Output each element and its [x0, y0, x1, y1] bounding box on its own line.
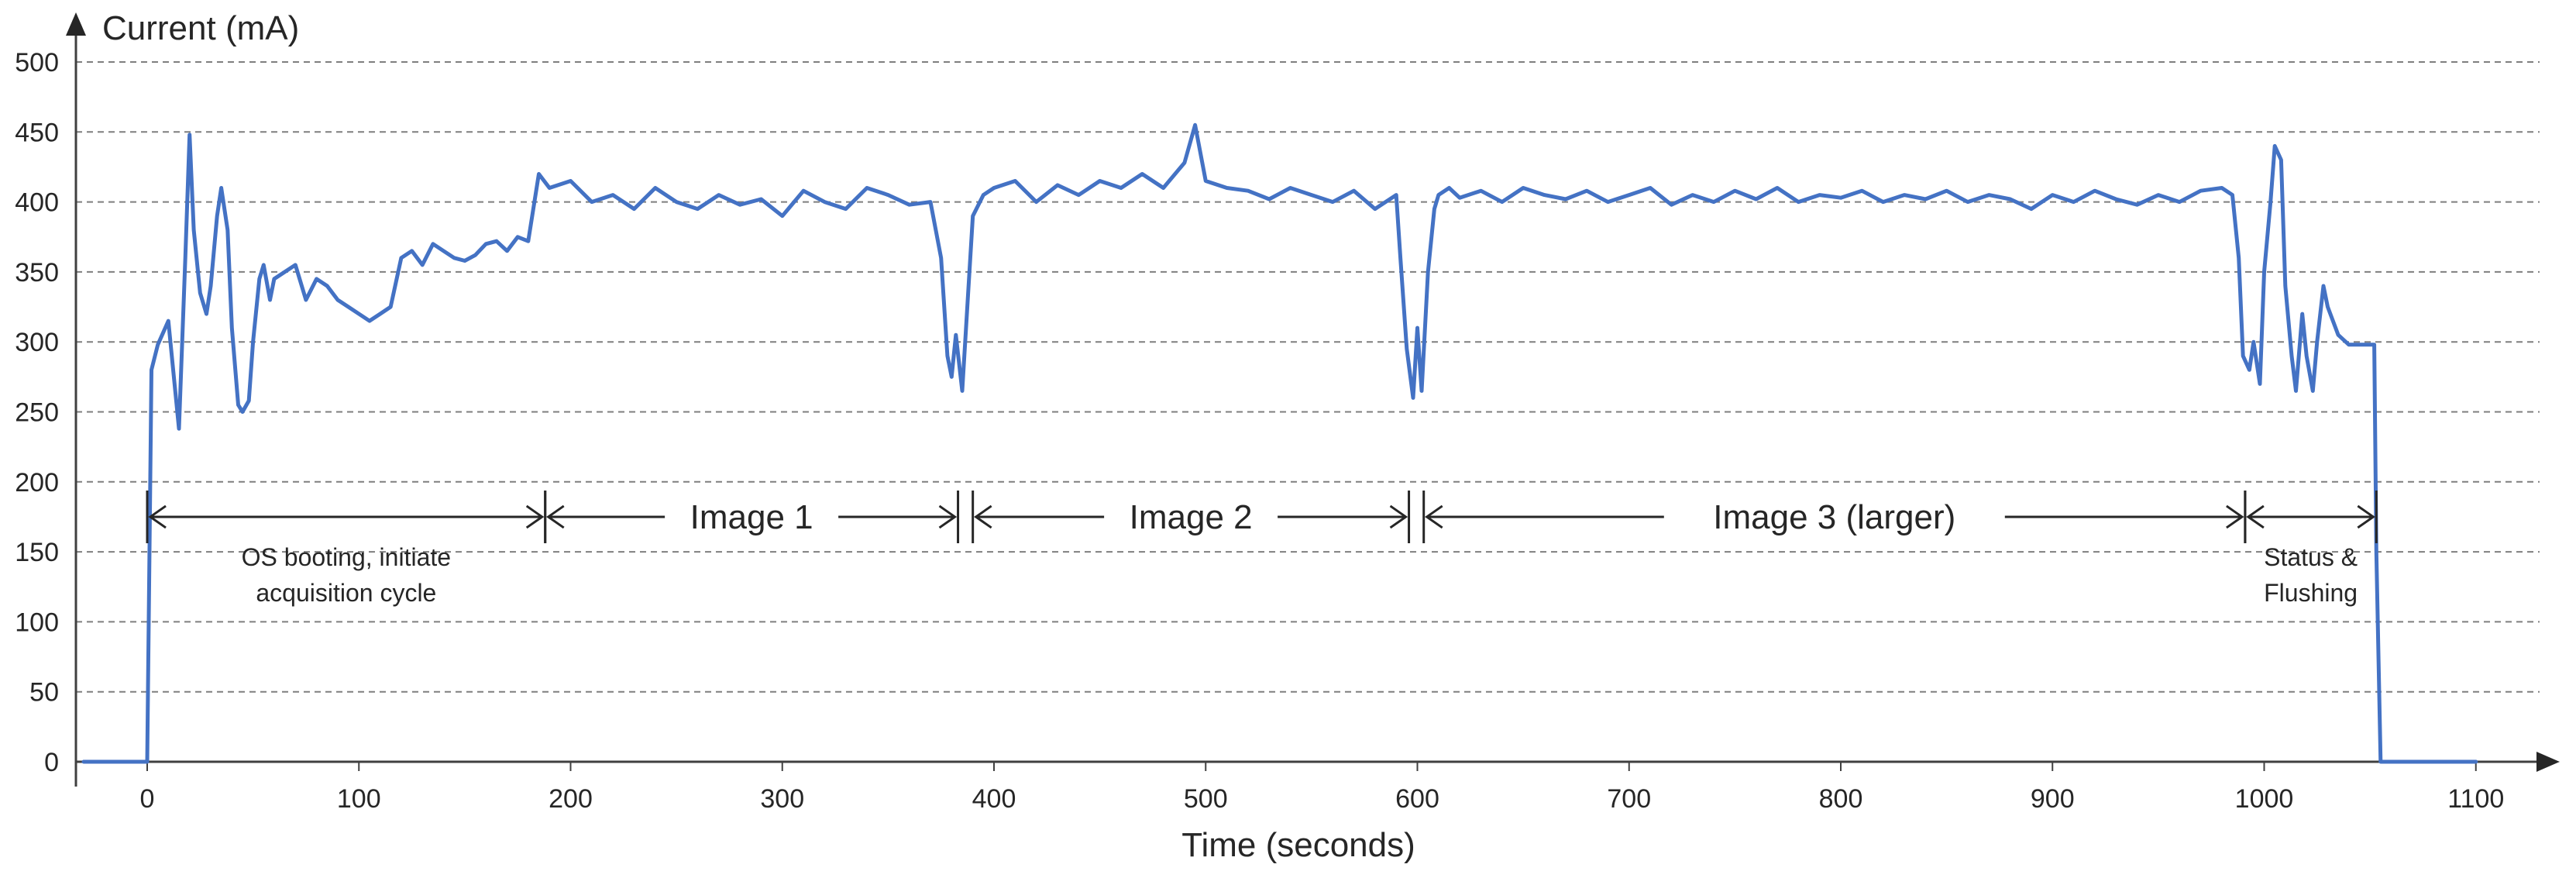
y-tick-label: 250: [15, 398, 59, 428]
y-tick-label: 300: [15, 328, 59, 357]
y-tick-label: 150: [15, 538, 59, 567]
y-tick-label: 200: [15, 468, 59, 498]
y-tick-label: 450: [15, 118, 59, 147]
phase-label: acquisition cycle: [256, 579, 436, 607]
y-tick-label: 500: [15, 48, 59, 77]
phase-annotations: OS booting, initiate acquisition cycle Ima…: [146, 490, 2378, 607]
x-tick-label: 800: [1819, 784, 1863, 814]
x-tick-label: 600: [1395, 784, 1439, 814]
y-tick-label: 350: [15, 258, 59, 288]
axes: Current (mA) Time (seconds): [66, 9, 2560, 864]
y-tick-label: 100: [15, 608, 59, 637]
x-tick-label: 0: [140, 784, 155, 814]
grid-lines: [76, 61, 2540, 693]
y-axis-title: Current (mA): [102, 9, 299, 47]
y-tick-label: 400: [15, 188, 59, 218]
x-tick-label: 500: [1184, 784, 1228, 814]
x-tick-label: 400: [972, 784, 1016, 814]
phase-label: Flushing: [2264, 579, 2358, 607]
current-series-line: [81, 122, 2478, 764]
x-tick-label: 700: [1607, 784, 1651, 814]
x-tick-label: 100: [337, 784, 381, 814]
phase-label: Image 3 (larger): [1713, 498, 1955, 536]
x-axis-title: Time (seconds): [1181, 826, 1415, 864]
x-axis-arrow: [2536, 752, 2560, 772]
x-tick-label: 1100: [2447, 784, 2504, 814]
tick-labels: 0 50 100 150 200 250 300 350 400 450 500 0 100 200 300…: [15, 48, 2504, 814]
y-axis-arrow: [66, 12, 86, 36]
y-tick-label: 0: [44, 748, 59, 777]
x-tick-label: 1000: [2235, 784, 2294, 814]
y-tick-label: 50: [29, 678, 59, 708]
phase-label: OS booting, initiate: [242, 543, 451, 571]
x-tick-label: 300: [760, 784, 804, 814]
series: [81, 122, 2478, 764]
phase-label: Image 2: [1130, 498, 1253, 536]
phase-label: Status &: [2264, 543, 2358, 571]
x-tick-label: 900: [2031, 784, 2075, 814]
x-tick-label: 200: [549, 784, 593, 814]
phase-label: Image 1: [690, 498, 813, 536]
